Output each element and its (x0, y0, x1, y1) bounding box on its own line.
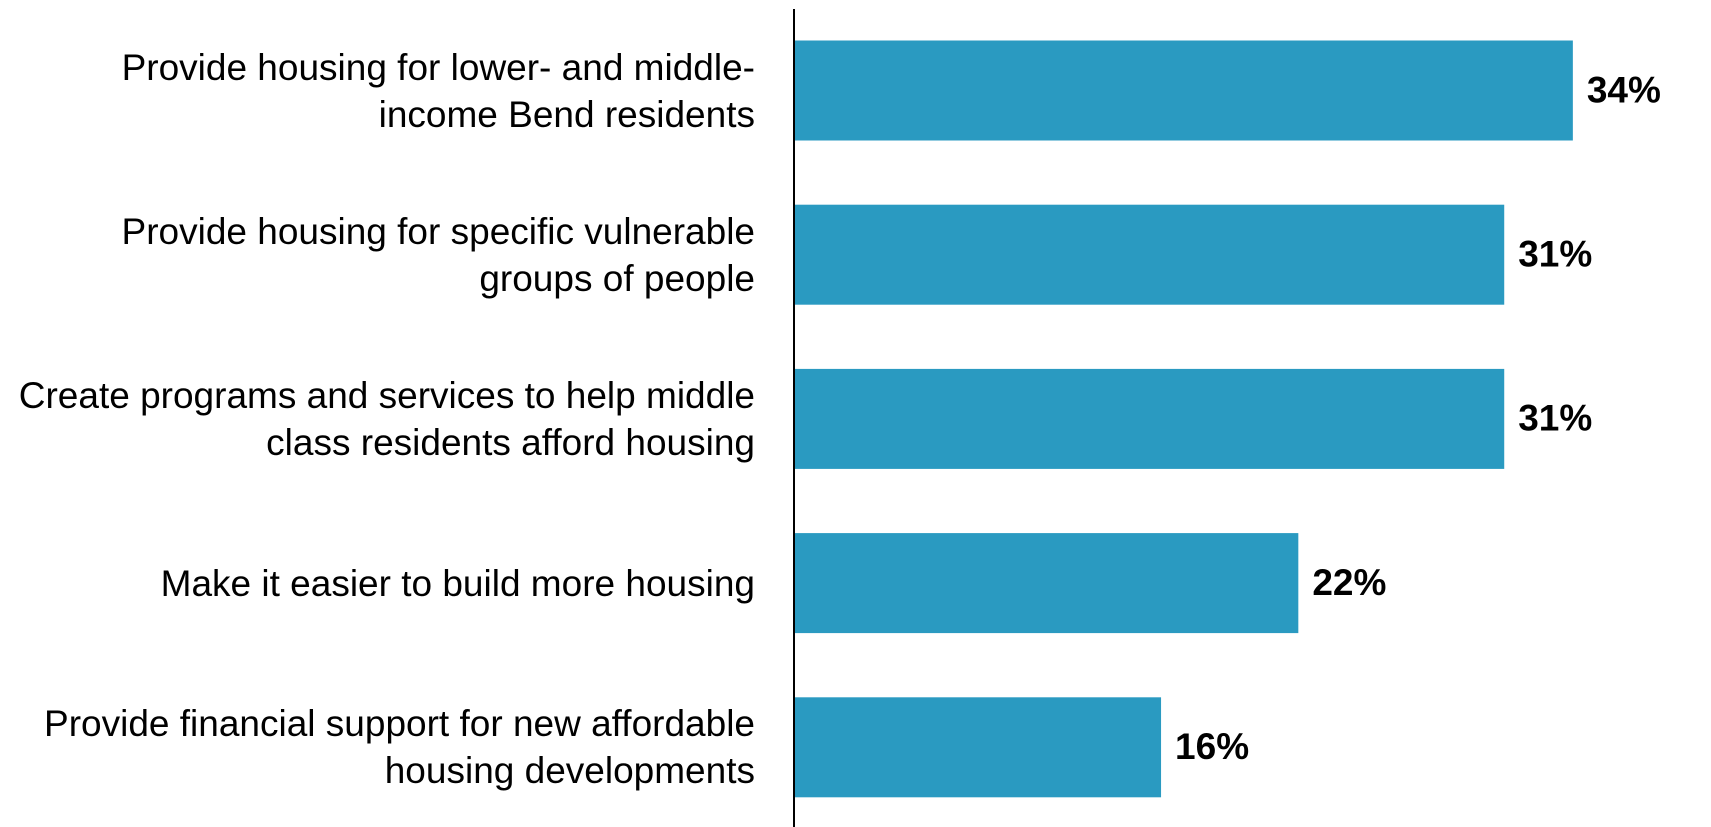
value-label: 34% (1587, 69, 1661, 110)
bar (795, 204, 1505, 305)
value-label: 31% (1518, 233, 1592, 274)
category-label: Make it easier to build more housing (160, 562, 755, 604)
bar (795, 40, 1573, 141)
bar (795, 368, 1505, 469)
bar (795, 533, 1299, 634)
value-label: 31% (1518, 398, 1592, 439)
category-label: Create programs and services to help mid… (18, 374, 755, 463)
category-label: Provide financial support for new afford… (44, 703, 755, 792)
category-label: Provide housing for lower- and middle-in… (121, 46, 755, 135)
value-label: 22% (1312, 562, 1386, 603)
bar (795, 697, 1162, 798)
value-label: 16% (1175, 726, 1249, 767)
category-label: Provide housing for specific vulnerable … (121, 210, 755, 299)
